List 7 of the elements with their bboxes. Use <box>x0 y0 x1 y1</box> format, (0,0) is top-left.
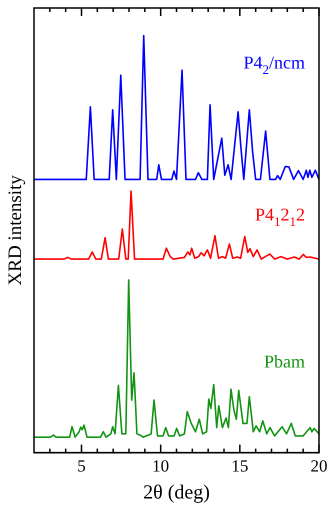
series-label: Pbam <box>264 352 306 372</box>
y-axis-title: XRD intensity <box>4 174 26 286</box>
x-axis-title: 2θ (deg) <box>143 481 210 504</box>
x-tick-label: 5 <box>77 456 86 476</box>
x-tick-label: 15 <box>231 456 248 476</box>
x-tick-label: 10 <box>152 456 170 476</box>
x-tick-label: 20 <box>310 456 328 476</box>
